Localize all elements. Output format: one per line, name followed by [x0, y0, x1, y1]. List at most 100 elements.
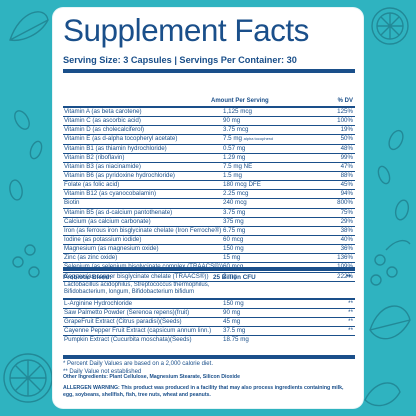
nutrient-dv: 47%	[340, 162, 353, 170]
nutrient-row: Vitamin B12 (as cyanocobalamin) 2.25 mcg 9…	[63, 190, 355, 200]
nutrient-dv: 29%	[340, 217, 353, 225]
nutrient-dv: 45%	[340, 181, 353, 189]
nutrient-dv: 75%	[340, 208, 353, 216]
nutrient-row: Vitamin E (as d-alpha tocopheryl acetate…	[63, 135, 355, 145]
nutrient-dv: 38%	[340, 226, 353, 234]
ingredient-dv: **	[348, 308, 353, 316]
nutrient-dv: 136%	[337, 254, 353, 262]
nutrient-row: Vitamin B5 (as d-calcium pantothenate) 3.…	[63, 209, 355, 218]
nutrient-dv: 36%	[340, 245, 353, 253]
nutrient-table: Vitamin A (as beta carotene) 1,125 mcg 125…	[63, 108, 355, 282]
nutrient-name: Selenium (as selenium bisglycinate compl…	[64, 263, 223, 271]
nutrient-amount: 60 mcg	[223, 235, 244, 243]
blend-description: Lactobacillus acidophilus, Streptococcus…	[64, 282, 210, 295]
ingredient-name: Pumpkin Extract (Cucurbita moschata)(See…	[64, 336, 192, 344]
nutrient-row: Vitamin A (as beta carotene) 1,125 mcg 125…	[63, 108, 355, 118]
ingredient-row: Pumpkin Extract (Cucurbita moschata)(See…	[63, 336, 355, 344]
nutrient-name: Vitamin B12 (as cyanocobalamin)	[64, 190, 157, 198]
nutrient-name: Copper (as copper bisglycinate chelate (…	[64, 272, 209, 280]
nutrient-amount: 1.5 mg	[223, 171, 242, 179]
nutrient-dv: 19%	[340, 126, 353, 134]
nutrient-name: Vitamin B3 (as niacinamide)	[64, 162, 141, 170]
divider-thin	[63, 298, 355, 300]
leaf-icon	[364, 305, 411, 407]
nutrient-amount: 60 mcg	[223, 263, 243, 271]
nutrient-row: Calcium (as calcium carbonate) 375 mg 29%	[63, 218, 355, 227]
ingredient-row: GrapeFruit Extract (Citrus paradisi)(See…	[63, 318, 355, 327]
nutrient-dv: 40%	[340, 235, 353, 243]
divider-thick	[63, 355, 355, 359]
nutrient-name: Zinc (as zinc oxide)	[64, 254, 118, 262]
nutrient-row: Copper (as copper bisglycinate chelate (…	[63, 273, 355, 282]
citrus-slice-icon	[3, 353, 53, 403]
serving-info: Serving Size: 3 Capsules | Servings Per …	[63, 55, 297, 65]
nutrient-row: Folate (as folic acid) 180 mcg DFE 45%	[63, 181, 355, 191]
ingredient-name: Saw Palmetto Powder (Serenoa repens)(fru…	[64, 308, 190, 316]
other-ingredients: Other Ingredients: Plant Cellulose, Magn…	[63, 374, 240, 380]
ingredient-dv: **	[348, 299, 353, 307]
nutrient-dv: 125%	[337, 108, 353, 115]
nutrient-row: Selenium (as selenium bisglycinate compl…	[63, 263, 355, 273]
dv-footnote: * Percent Daily Values are based on a 2,…	[63, 361, 213, 367]
nutrient-dv: 800%	[337, 199, 353, 207]
nutrient-name: Vitamin A (as beta carotene)	[64, 108, 142, 115]
seed-icon	[9, 110, 410, 221]
ingredient-dv: **	[348, 326, 353, 334]
nutrient-note: alpha tocopherol	[243, 136, 274, 142]
nutrient-amount: 1.29 mg	[223, 153, 246, 161]
blend-name: Probiotic Blend:	[63, 274, 112, 281]
ingredient-row: Saw Palmetto Powder (Serenoa repens)(fru…	[63, 309, 355, 318]
ingredient-dv: **	[348, 317, 353, 325]
nutrient-amount: 180 mcg DFE	[223, 181, 261, 189]
nutrient-row: Vitamin B6 (as pyridoxine hydrochloride)…	[63, 171, 355, 182]
nutrient-name: Iron (as ferrous iron bisglycinate chela…	[64, 226, 222, 234]
nutrient-name: Vitamin B1 (as thiamin hydrochloride)	[64, 144, 167, 152]
blend-header: Probiotic Blend: 25 Billion CFU **	[63, 274, 355, 282]
blend-dv: **	[346, 274, 351, 281]
nutrient-name: Vitamin C (as ascorbic acid)	[64, 117, 141, 125]
nutrient-dv: 222%	[337, 272, 353, 280]
nutrient-dv: 94%	[340, 190, 353, 198]
nutrient-name: Iodine (as potassium iodide)	[64, 235, 142, 243]
ingredient-name: GrapeFruit Extract (Citrus paradisi)(See…	[64, 317, 182, 325]
ingredient-amount: 45 mg	[223, 317, 241, 325]
nutrient-row: Vitamin D (as cholecalciferol) 3.75 mcg 19…	[63, 126, 355, 136]
nutrient-row: Vitamin C (as ascorbic acid) 90 mg 100%	[63, 117, 355, 127]
divider-thin	[63, 106, 355, 108]
nutrient-amount: 1,125 mcg	[223, 108, 252, 115]
nutrient-name: Folate (as folic acid)	[64, 181, 120, 189]
nutrient-row: Vitamin B1 (as thiamin hydrochloride) 0.5…	[63, 145, 355, 154]
nutrient-amount: 2.25 mcg	[223, 190, 249, 198]
nutrient-dv: 100%	[337, 117, 353, 125]
nutrient-row: Magnesium (as magnesium oxide) 150 mg 36%	[63, 245, 355, 255]
divider-thick	[63, 267, 355, 271]
ingredient-name: Cayenne Pepper Fruit Extract (capsicum a…	[64, 326, 212, 334]
nutrient-amount: 6.75 mg	[223, 226, 246, 234]
leaf-icon	[9, 11, 49, 42]
nutrient-dv: 99%	[340, 153, 353, 161]
nutrient-amount: 15 mg	[223, 254, 241, 262]
citrus-slice-icon	[371, 7, 409, 45]
nutrient-row: Zinc (as zinc oxide) 15 mg 136%	[63, 254, 355, 264]
nutrient-row: Vitamin B2 (riboflavin) 1.29 mg 99%	[63, 154, 355, 163]
nutrient-amount: 7.5 mg alpha tocopherol	[223, 135, 273, 143]
ingredient-amount: 37.5 mg	[223, 326, 246, 334]
nutrient-name: Vitamin B5 (as d-calcium pantothenate)	[64, 208, 173, 216]
nutrient-row: Iodine (as potassium iodide) 60 mcg 40%	[63, 235, 355, 246]
nutrient-name: Biotin	[64, 199, 80, 207]
nutrient-amount: 3.75 mg	[223, 208, 246, 216]
allergen-warning: ALLERGEN WARNING: This product was produ…	[63, 385, 344, 398]
nutrient-dv: 48%	[340, 144, 353, 152]
nutrient-amount: 3.75 mcg	[223, 126, 249, 134]
nutrient-row: Biotin 240 mcg 800%	[63, 199, 355, 209]
nutrient-name: Calcium (as calcium carbonate)	[64, 217, 151, 225]
divider-thick	[63, 69, 355, 73]
no-dv-footnote: ** Daily Value not established	[63, 369, 142, 375]
blend-amount: 25 Billion CFU	[213, 274, 256, 281]
nutrient-row: Vitamin B3 (as niacinamide) 7.5 mg NE 47%	[63, 163, 355, 172]
nutrient-amount: 7.5 mg NE	[223, 162, 253, 170]
nutrient-dv: 50%	[340, 135, 353, 143]
supplement-facts-panel: Supplement Facts Serving Size: 3 Capsule…	[53, 8, 363, 408]
nutrient-dv: 88%	[340, 171, 353, 179]
nutrient-row: Iron (as ferrous iron bisglycinate chela…	[63, 227, 355, 236]
